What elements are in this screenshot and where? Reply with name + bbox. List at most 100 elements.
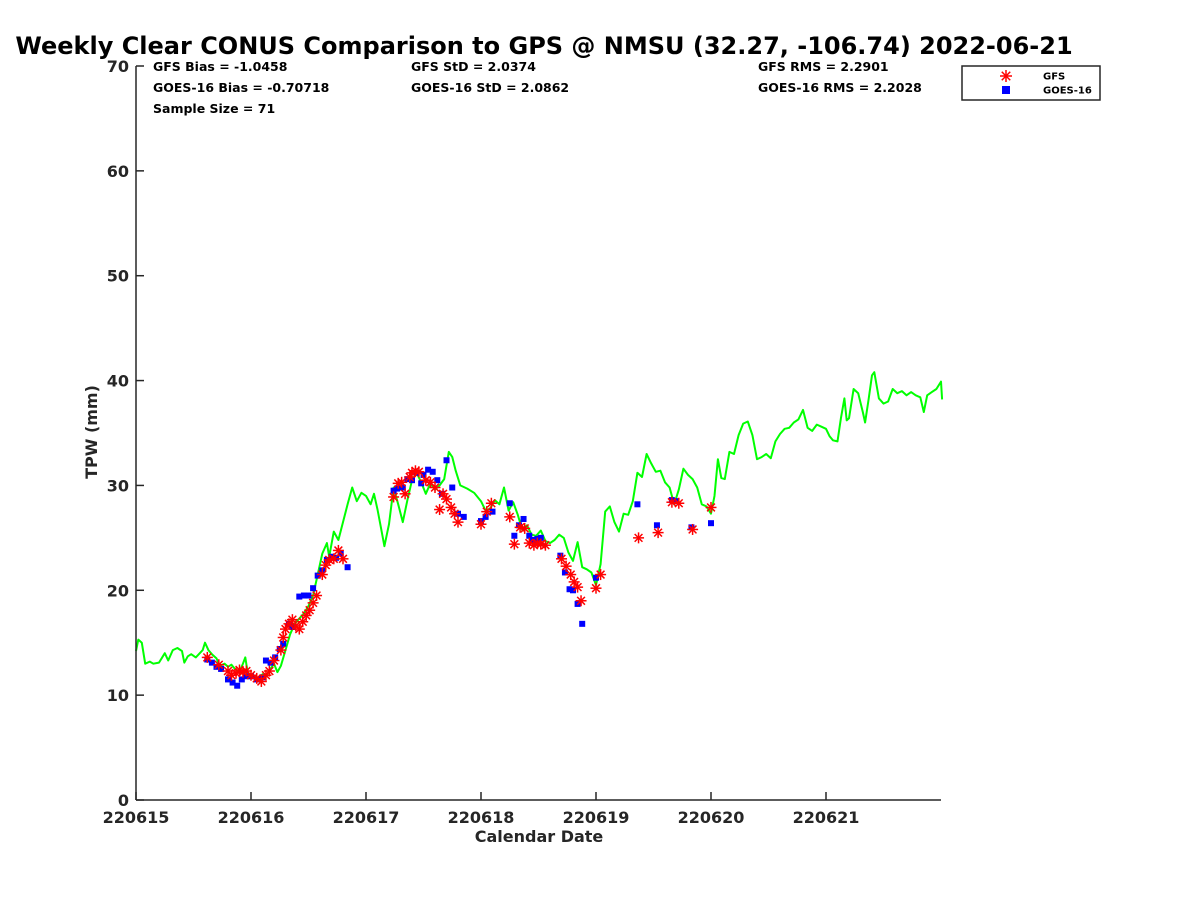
gfs-point (633, 532, 645, 544)
goes16-point (579, 620, 586, 627)
gfs-point (673, 497, 685, 509)
goes16-point (218, 665, 225, 672)
gfs-point (504, 511, 516, 523)
gfs-point (687, 523, 699, 535)
stat-text: GFS Bias = -1.0458 (153, 59, 287, 74)
gfs-point (213, 659, 225, 671)
goes16-point (593, 574, 599, 581)
y-tick-label: 50 (107, 267, 129, 286)
x-tick-label: 220617 (333, 808, 400, 827)
gfs-point (441, 493, 452, 505)
goes16-point (300, 592, 307, 599)
goes16-point (310, 585, 317, 592)
goes16-point (708, 520, 714, 527)
legend-label: GOES-16 (1043, 86, 1092, 97)
goes16-point (296, 593, 303, 600)
goes16-point (489, 508, 496, 515)
goes16-point (314, 572, 321, 579)
goes16-point (229, 679, 236, 686)
goes16-point (262, 657, 269, 664)
y-tick-label: 10 (107, 686, 129, 705)
stat-text: GFS StD = 2.0374 (411, 59, 536, 74)
gfs-point (475, 518, 487, 530)
gfs-point (539, 539, 551, 551)
stat-text: GFS RMS = 2.2901 (758, 59, 889, 74)
legend: GFS GOES-16 (961, 65, 1101, 101)
goes16-point (420, 471, 427, 478)
legend-goes16-marker (1002, 86, 1010, 94)
gfs-point (332, 544, 344, 556)
axes: 0 10 20 30 40 50 60 70 220615 220616 220617 220618 2… (103, 57, 941, 827)
gfs-point (481, 506, 493, 518)
goes16-point (482, 513, 489, 520)
y-axis-label: TPW (mm) (82, 385, 101, 479)
gfs-point (396, 476, 408, 488)
goes16-point (333, 554, 340, 561)
gfs-point (652, 527, 664, 539)
chart-title: Weekly Clear CONUS Comparison to GPS @ N… (15, 32, 1072, 60)
goes16-point (460, 513, 467, 520)
goes16-point (566, 586, 573, 593)
goes16-point (390, 487, 397, 494)
goes16-point (570, 587, 576, 594)
gfs-point (449, 508, 461, 520)
gfs-point (297, 616, 309, 628)
gfs-point (575, 595, 587, 607)
goes16-point (506, 500, 513, 507)
goes16-point (305, 592, 312, 599)
goes16-point (434, 477, 441, 484)
gfs-point (560, 560, 572, 572)
goes16-point (429, 468, 436, 475)
gfs-point (201, 651, 213, 663)
goes16-point (259, 674, 266, 681)
y-tick-label: 20 (107, 581, 129, 600)
x-tick-label: 220621 (793, 808, 860, 827)
stat-text: GOES-16 Bias = -0.70718 (153, 80, 329, 95)
gfs-point (452, 516, 464, 528)
goes16-point (234, 682, 241, 689)
gfs-point (311, 590, 323, 602)
x-axis-label: Calendar Date (475, 827, 604, 846)
goes16-point (344, 564, 351, 571)
gfs-point (429, 482, 441, 494)
gfs-point (337, 553, 349, 565)
gfs-point (485, 497, 497, 509)
goes16-point (561, 569, 568, 576)
gfs-point (590, 582, 602, 594)
goes16-point (394, 485, 401, 492)
gps-series-line (135, 371, 944, 680)
y-tick-label: 30 (107, 476, 129, 495)
y-tick-label: 70 (107, 57, 129, 76)
x-tick-label: 220615 (103, 808, 170, 827)
gfs-point (572, 581, 584, 593)
gfs-point (255, 676, 267, 688)
x-tick-label: 220618 (448, 808, 515, 827)
gfs-point (286, 614, 298, 626)
goes16-point (511, 532, 518, 539)
y-tick-label: 40 (107, 372, 129, 391)
gfs-point (434, 504, 446, 516)
x-tick-label: 220619 (563, 808, 630, 827)
legend-box (961, 65, 1101, 101)
goes16-point (537, 534, 544, 541)
goes16-point (418, 480, 425, 487)
goes16-point (280, 640, 287, 647)
legend-gfs-marker (1000, 70, 1012, 82)
stat-text: GOES-16 StD = 2.0862 (411, 80, 569, 95)
goes16-point (634, 501, 641, 508)
goes16-point (399, 484, 406, 491)
gfs-point (413, 466, 425, 478)
goes16-point (443, 457, 450, 464)
gfs-point (508, 538, 520, 550)
gfs-point (705, 501, 717, 513)
gfs-point (328, 553, 340, 565)
gfs-point (399, 488, 411, 500)
stat-text: GOES-16 RMS = 2.2028 (758, 80, 922, 95)
goes16-point (557, 552, 564, 559)
y-tick-label: 60 (107, 162, 129, 181)
goes16-point (267, 659, 274, 666)
gfs-point (277, 631, 289, 643)
gfs-point (316, 569, 328, 581)
stats-annotations: GFS Bias = -1.0458 GOES-16 Bias = -0.7071… (153, 59, 922, 116)
